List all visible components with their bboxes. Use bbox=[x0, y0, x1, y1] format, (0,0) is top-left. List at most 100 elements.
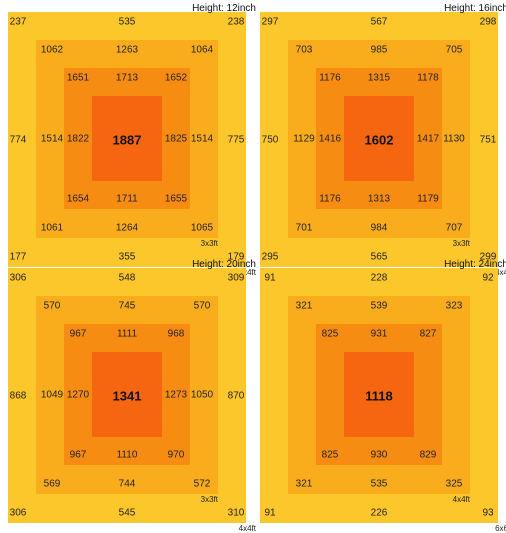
ppfd-value-ring3-b: 1711 bbox=[116, 193, 138, 205]
ppfd-value-ring2-b: 1264 bbox=[115, 222, 139, 234]
ppfd-value-outer-br: 310 bbox=[227, 507, 245, 519]
ppfd-value-ring2-b: 535 bbox=[370, 478, 388, 490]
zone-size-label: 4x4 bbox=[495, 268, 506, 277]
ppfd-value-ring3-b: 1110 bbox=[116, 449, 138, 461]
ppfd-value-outer-tr: 238 bbox=[227, 16, 245, 28]
ppfd-value-ring3-tr: 827 bbox=[419, 328, 437, 340]
ppfd-value-outer-tl: 297 bbox=[261, 16, 279, 28]
panel-title: Height: 16inch bbox=[444, 3, 506, 14]
ppfd-value-ring2-tl: 703 bbox=[295, 44, 313, 56]
ppfd-value-ring2-bl: 569 bbox=[43, 478, 61, 490]
ppfd-value-outer-l: 868 bbox=[9, 390, 27, 401]
ppfd-value-ring2-t: 1263 bbox=[115, 44, 139, 56]
ppfd-value-outer-bl: 91 bbox=[264, 507, 276, 519]
ppfd-value-outer-br: 299 bbox=[479, 251, 497, 263]
heatmap-panel: Height: 20inch 306 548 309 868 870 306 545 310 57… bbox=[8, 259, 256, 533]
ppfd-value-ring2-br: 1065 bbox=[190, 222, 214, 234]
panel-title: Height: 12inch bbox=[192, 3, 256, 14]
ppfd-value-ring3-l: 1416 bbox=[318, 133, 342, 144]
ppfd-value-outer-t: 228 bbox=[370, 272, 388, 284]
heatmap-panel: Height: 16inch 297 567 298 750 751 295 565 299 70… bbox=[260, 3, 506, 277]
ppfd-value-ring3-bl: 1176 bbox=[319, 193, 341, 205]
ppfd-value-ring2-t: 745 bbox=[118, 300, 136, 312]
ppfd-value-outer-br: 179 bbox=[227, 251, 245, 263]
zone-size-label: 3x3ft bbox=[200, 239, 218, 248]
ppfd-value-ring2-l: 1129 bbox=[293, 133, 315, 145]
ppfd-value-ring3-r: 1825 bbox=[164, 133, 188, 144]
ppfd-value-outer-tr: 92 bbox=[482, 272, 494, 284]
ppfd-value-ring2-t: 985 bbox=[370, 44, 388, 56]
ppfd-value-ring3-tl: 1176 bbox=[319, 72, 341, 84]
ppfd-value-ring3-tr: 1652 bbox=[164, 72, 188, 84]
heatmap-svg bbox=[260, 268, 498, 523]
ppfd-value-ring3-r: 1417 bbox=[416, 133, 440, 144]
zone-center bbox=[92, 96, 162, 181]
ppfd-value-outer-bl: 177 bbox=[9, 251, 27, 263]
ppfd-value-center: 1602 bbox=[364, 132, 394, 147]
ppfd-value-outer-tl: 91 bbox=[264, 272, 276, 284]
ppfd-value-outer-r: 870 bbox=[227, 390, 245, 401]
ppfd-value-ring3-br: 1179 bbox=[417, 193, 439, 205]
ppfd-value-ring2-tl: 1062 bbox=[40, 44, 64, 56]
ppfd-value-outer-tr: 298 bbox=[479, 16, 497, 28]
ppfd-value-ring2-tr: 323 bbox=[445, 300, 463, 312]
heatmap-panel: Height: 12inch 237 535 238 774 775 177 355 179 10… bbox=[8, 3, 256, 277]
zone-size-label: 4x4ft bbox=[238, 524, 256, 533]
zone-size-label: 3x3ft bbox=[452, 239, 470, 248]
ppfd-value-ring3-br: 970 bbox=[167, 449, 185, 461]
ppfd-value-ring3-t: 931 bbox=[370, 328, 388, 340]
ppfd-value-ring2-tl: 321 bbox=[295, 300, 313, 312]
zone-center bbox=[92, 352, 162, 437]
ppfd-value-outer-b: 226 bbox=[370, 507, 388, 519]
ppfd-value-ring3-tr: 1178 bbox=[417, 72, 439, 84]
ppfd-value-outer-t: 535 bbox=[118, 16, 136, 28]
ppfd-value-outer-b: 545 bbox=[118, 507, 136, 519]
ppfd-value-ring3-bl: 967 bbox=[69, 449, 87, 461]
ppfd-value-ring3-br: 1655 bbox=[164, 193, 188, 205]
ppfd-value-ring2-br: 325 bbox=[445, 478, 463, 490]
ppfd-value-outer-r: 751 bbox=[479, 134, 497, 145]
ppfd-value-ring2-l: 1049 bbox=[40, 389, 64, 401]
ppfd-value-ring2-tr: 570 bbox=[193, 300, 211, 312]
ppfd-value-ring2-br: 572 bbox=[193, 478, 211, 490]
ppfd-value-outer-tl: 237 bbox=[9, 16, 27, 28]
ppfd-value-outer-b: 565 bbox=[370, 251, 388, 263]
ppfd-value-ring3-bl: 1654 bbox=[66, 193, 90, 205]
zone-size-label: 4x4ft bbox=[238, 268, 256, 277]
heatmap-svg bbox=[8, 268, 246, 523]
ppfd-value-ring2-t: 539 bbox=[370, 300, 388, 312]
heatmap-panel: Height: 24inch 91 228 92 91 226 93 321 539 323 321… bbox=[260, 259, 506, 533]
ppfd-value-ring3-t: 1111 bbox=[116, 328, 138, 340]
ppfd-value-ring3-tl: 1651 bbox=[66, 72, 90, 84]
heatmap-svg bbox=[260, 12, 498, 267]
ppfd-value-outer-r: 775 bbox=[227, 134, 245, 145]
ppfd-value-ring3-bl: 825 bbox=[321, 449, 339, 461]
zone-center bbox=[344, 352, 414, 437]
ppfd-value-outer-bl: 295 bbox=[261, 251, 279, 263]
ppfd-value-ring2-tr: 705 bbox=[445, 44, 463, 56]
zone-size-label: 4x4ft bbox=[452, 495, 470, 504]
panel-title: Height: 20inch bbox=[192, 259, 256, 270]
ppfd-value-ring3-t: 1713 bbox=[115, 72, 139, 84]
ppfd-value-ring2-b: 744 bbox=[118, 478, 136, 490]
zone-center bbox=[344, 96, 414, 181]
ppfd-value-outer-t: 548 bbox=[118, 272, 136, 284]
ppfd-value-ring2-br: 707 bbox=[445, 222, 463, 234]
ppfd-value-center: 1118 bbox=[365, 388, 393, 403]
ppfd-value-outer-l: 774 bbox=[9, 134, 27, 145]
panel-title: Height: 24inch bbox=[444, 259, 506, 270]
ppfd-value-ring2-r: 1050 bbox=[190, 389, 214, 401]
ppfd-value-ring2-bl: 1061 bbox=[40, 222, 64, 234]
ppfd-value-center: 1341 bbox=[112, 388, 142, 403]
zone-size-label: 6x6 bbox=[495, 524, 506, 533]
ppfd-value-outer-tr: 309 bbox=[227, 272, 245, 284]
ppfd-value-ring2-b: 984 bbox=[370, 222, 388, 234]
ppfd-value-ring3-tl: 967 bbox=[69, 328, 87, 340]
ppfd-value-ring3-r: 1273 bbox=[164, 389, 188, 400]
ppfd-value-ring2-tl: 570 bbox=[43, 300, 61, 312]
ppfd-value-ring3-l: 1822 bbox=[66, 133, 90, 144]
ppfd-value-ring3-l: 1270 bbox=[66, 389, 90, 400]
heatmap-svg bbox=[8, 12, 246, 267]
ppfd-value-outer-b: 355 bbox=[118, 251, 136, 263]
ppfd-value-ring2-l: 1514 bbox=[40, 133, 64, 145]
